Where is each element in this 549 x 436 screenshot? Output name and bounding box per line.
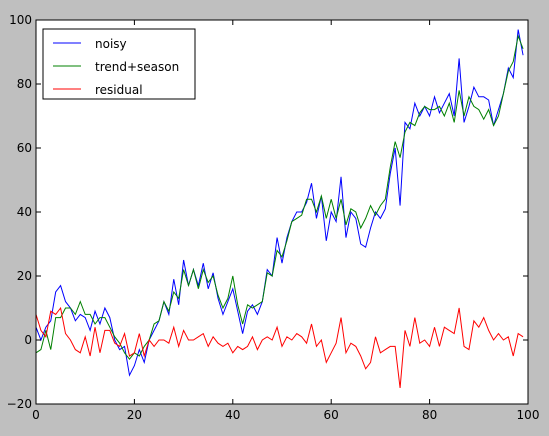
series-line-residual	[35, 306, 524, 389]
y-tick-label: 20	[17, 269, 32, 283]
legend-label: noisy	[95, 37, 127, 51]
x-tick-label: 20	[127, 408, 142, 422]
legend-label: residual	[95, 83, 143, 97]
y-tick-label: 80	[17, 77, 32, 91]
legend-label: trend+season	[95, 60, 179, 74]
y-tick-label: 0	[24, 333, 32, 347]
x-axis: 0 20 40 60 80 100	[32, 20, 539, 422]
legend: noisy trend+season residual	[42, 28, 196, 100]
x-tick-label: 100	[517, 408, 540, 422]
x-tick-label: 80	[422, 408, 437, 422]
series-layer	[35, 29, 524, 389]
x-tick-label: 0	[32, 408, 40, 422]
y-tick-label: 60	[17, 141, 32, 155]
y-tick-label: −20	[7, 397, 32, 411]
y-axis: −20 0 20 40 60 80 100	[7, 13, 528, 411]
y-tick-label: 40	[17, 205, 32, 219]
y-tick-label: 100	[9, 13, 32, 27]
x-tick-label: 40	[225, 408, 240, 422]
series-line-trend-season	[35, 34, 524, 361]
legend-box	[42, 28, 196, 100]
x-tick-label: 60	[324, 408, 339, 422]
